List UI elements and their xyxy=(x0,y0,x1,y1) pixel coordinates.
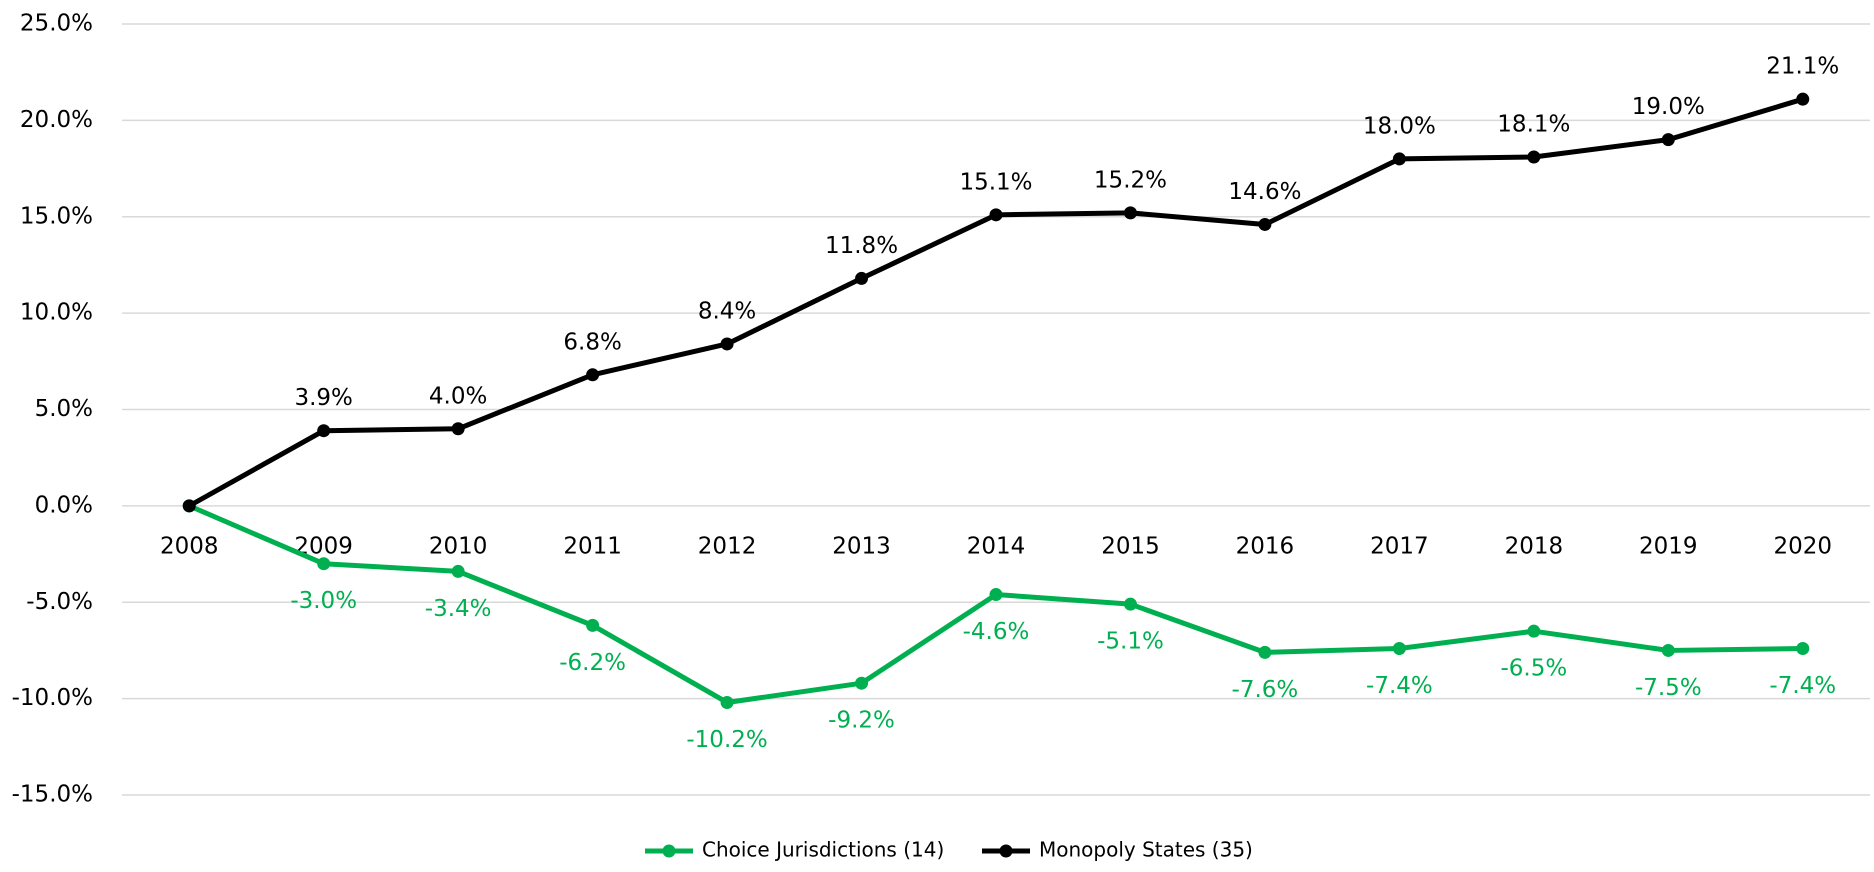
legend-marker xyxy=(999,844,1013,858)
y-tick-label: 15.0% xyxy=(20,203,93,229)
data-point xyxy=(989,588,1003,602)
data-label: 8.4% xyxy=(698,298,756,324)
y-tick-label: -10.0% xyxy=(12,685,93,711)
data-label: -5.1% xyxy=(1097,629,1164,655)
data-point xyxy=(1527,624,1541,638)
data-label: 15.1% xyxy=(959,169,1032,195)
data-label: -9.2% xyxy=(828,708,895,734)
y-tick-label: 10.0% xyxy=(20,300,93,326)
data-point xyxy=(1258,217,1272,231)
data-point xyxy=(855,676,869,690)
x-tick-label: 2020 xyxy=(1773,533,1832,559)
legend-label: Monopoly States (35) xyxy=(1039,838,1253,862)
x-tick-label: 2013 xyxy=(832,533,891,559)
data-point xyxy=(1392,152,1406,166)
data-label: -7.4% xyxy=(1366,673,1433,699)
data-point xyxy=(586,618,600,632)
data-label: 15.2% xyxy=(1094,167,1167,193)
y-tick-label: 25.0% xyxy=(20,11,93,37)
data-label: 4.0% xyxy=(429,383,487,409)
data-point xyxy=(720,337,734,351)
data-point xyxy=(720,695,734,709)
data-point xyxy=(1796,642,1810,656)
data-point xyxy=(1123,597,1137,611)
data-label: -7.4% xyxy=(1769,673,1836,699)
data-label: 18.1% xyxy=(1497,111,1570,137)
legend-label: Choice Jurisdictions (14) xyxy=(702,838,944,862)
x-tick-label: 2018 xyxy=(1505,533,1564,559)
x-tick-label: 2015 xyxy=(1101,533,1160,559)
data-point xyxy=(1527,150,1541,164)
data-label: 19.0% xyxy=(1632,94,1705,120)
x-tick-label: 2016 xyxy=(1236,533,1295,559)
y-tick-label: 0.0% xyxy=(35,492,93,518)
data-point xyxy=(451,422,465,436)
data-label: 14.6% xyxy=(1228,179,1301,205)
data-point xyxy=(989,208,1003,222)
data-point xyxy=(1661,643,1675,657)
x-tick-label: 2014 xyxy=(967,533,1026,559)
data-point xyxy=(317,424,331,438)
y-tick-label: -15.0% xyxy=(12,782,93,808)
data-label: 3.9% xyxy=(294,385,352,411)
x-tick-label: 2019 xyxy=(1639,533,1698,559)
data-label: 21.1% xyxy=(1766,54,1839,80)
data-label: -6.5% xyxy=(1500,656,1567,682)
x-tick-label: 2012 xyxy=(698,533,757,559)
data-point xyxy=(1796,92,1810,106)
data-point xyxy=(1392,642,1406,656)
data-label: -7.5% xyxy=(1635,675,1702,701)
x-tick-label: 2017 xyxy=(1370,533,1429,559)
data-point xyxy=(317,557,331,571)
y-tick-label: -5.0% xyxy=(26,589,93,615)
x-tick-label: 2008 xyxy=(160,533,219,559)
data-label: 6.8% xyxy=(563,329,621,355)
data-point xyxy=(1123,206,1137,220)
data-label: 18.0% xyxy=(1363,113,1436,139)
series-line xyxy=(188,96,1804,509)
legend-marker xyxy=(662,844,676,858)
x-tick-label: 2010 xyxy=(429,533,488,559)
data-label: 11.8% xyxy=(825,233,898,259)
data-point xyxy=(1258,645,1272,659)
data-point xyxy=(855,271,869,285)
data-label: -4.6% xyxy=(963,619,1030,645)
data-point xyxy=(1661,133,1675,147)
data-point xyxy=(451,564,465,578)
data-label: -7.6% xyxy=(1232,677,1299,703)
data-label: -3.4% xyxy=(425,596,492,622)
data-point xyxy=(182,499,196,513)
data-point xyxy=(586,368,600,382)
x-tick-label: 2011 xyxy=(563,533,622,559)
data-label: -10.2% xyxy=(686,727,767,753)
y-tick-label: 5.0% xyxy=(35,396,93,422)
y-tick-label: 20.0% xyxy=(20,107,93,133)
data-label: -6.2% xyxy=(559,650,626,676)
data-label: -3.0% xyxy=(290,588,357,614)
